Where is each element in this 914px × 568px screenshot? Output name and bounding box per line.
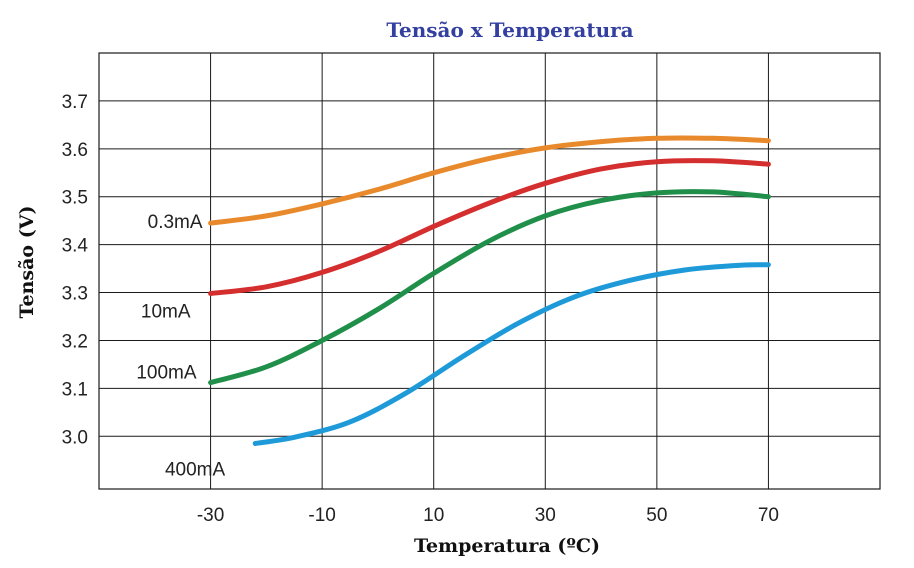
y-tick-labels: 3.0 3.1 3.2 3.3 3.4 3.5 3.6 3.7 — [62, 92, 89, 448]
y-tick-label: 3.6 — [62, 140, 88, 161]
series-labels: 0.3mA 10mA 100mA 400mA — [136, 212, 225, 480]
series-label: 400mA — [165, 459, 226, 480]
y-tick-label: 3.0 — [62, 427, 88, 448]
chart-title: Tensão x Temperatura — [386, 18, 633, 42]
y-tick-label: 3.1 — [62, 379, 88, 400]
x-tick-label: -10 — [308, 505, 335, 526]
x-tick-label: 10 — [423, 505, 444, 526]
series-lines — [208, 135, 771, 446]
series-line-100mA — [208, 189, 771, 386]
x-axis-title: Temperatura (ºC) — [414, 535, 600, 557]
y-tick-label: 3.2 — [62, 331, 88, 352]
x-tick-labels: -30 -10 10 30 50 70 — [197, 505, 779, 526]
plot-frame — [98, 52, 881, 490]
x-tick-label: 30 — [535, 505, 556, 526]
x-tick-label: -30 — [197, 505, 224, 526]
x-tick-label: 70 — [758, 505, 779, 526]
y-axis-title: Tensão (V) — [16, 206, 38, 319]
grid — [99, 53, 880, 489]
series-line-0.3mA — [208, 135, 771, 226]
x-tick-label: 50 — [646, 505, 667, 526]
series-label: 0.3mA — [148, 212, 203, 233]
series-line-10mA — [208, 158, 771, 296]
y-tick-label: 3.7 — [62, 92, 88, 113]
series-label: 100mA — [136, 363, 197, 384]
y-tick-label: 3.5 — [62, 188, 88, 209]
series-line-400mA — [252, 262, 771, 446]
y-tick-label: 3.4 — [62, 236, 89, 257]
y-tick-label: 3.3 — [62, 284, 88, 305]
series-label: 10mA — [141, 302, 191, 323]
